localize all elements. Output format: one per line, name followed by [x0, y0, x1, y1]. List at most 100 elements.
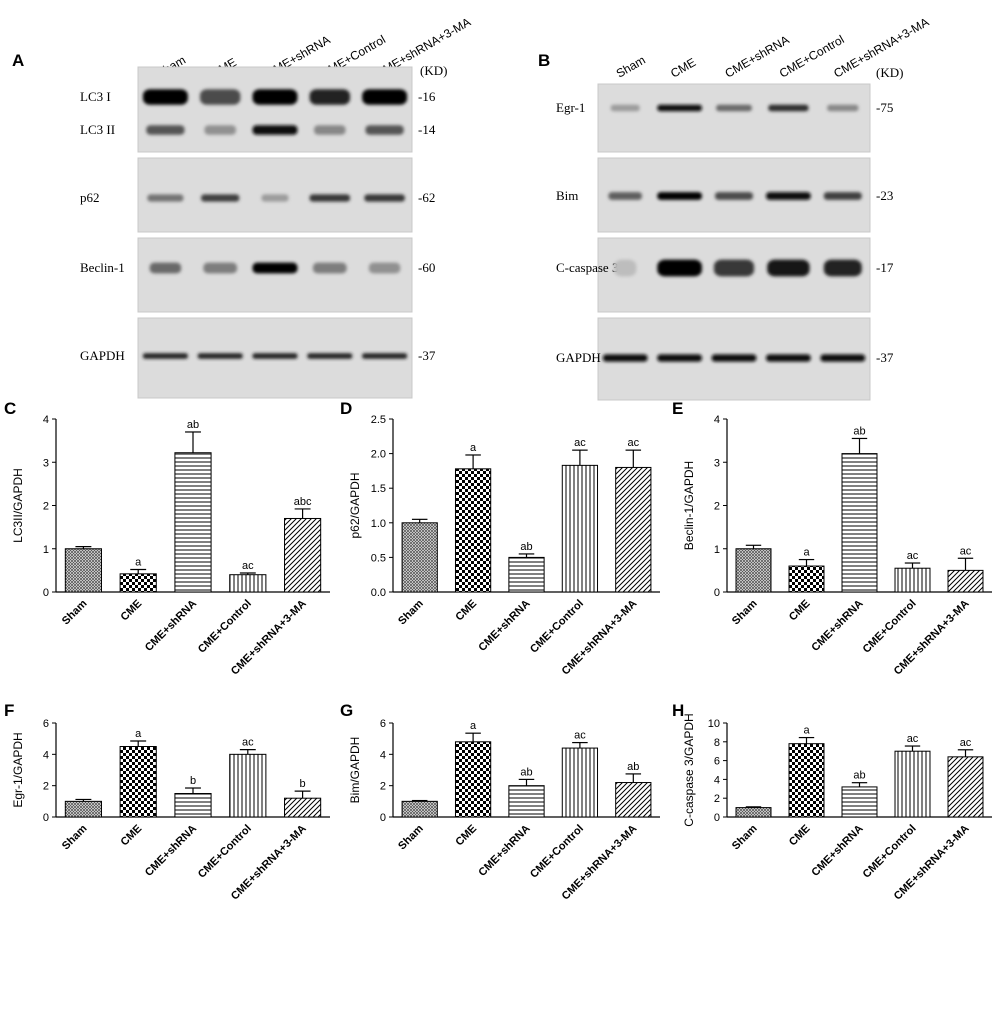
band: [823, 259, 862, 277]
band: [314, 125, 346, 135]
significance-label: a: [803, 547, 810, 559]
blot-box: p62 -62: [80, 157, 435, 233]
band: [146, 125, 185, 135]
y-axis-label: p62/GAPDH: [348, 472, 362, 538]
y-tick-label: 3: [43, 457, 49, 469]
bar: [401, 800, 438, 818]
y-tick-label: 1.0: [371, 518, 386, 530]
bar: [508, 785, 545, 818]
x-tick-label: Sham: [60, 597, 90, 627]
y-tick-label: 2: [714, 501, 720, 513]
bar: [735, 807, 772, 818]
bar: [947, 569, 984, 593]
band: [608, 192, 642, 200]
x-tick-label: Sham: [60, 822, 90, 852]
kd-label: -23: [876, 188, 893, 203]
bar: [174, 793, 212, 818]
bar: [894, 567, 931, 593]
kd-label: -14: [418, 122, 436, 137]
band: [252, 353, 298, 359]
band: [715, 192, 753, 200]
significance-label: a: [470, 720, 477, 732]
significance-label: ab: [853, 425, 865, 437]
bar: [735, 548, 772, 593]
x-tick-label: Sham: [730, 597, 760, 627]
band: [201, 194, 240, 202]
chart-c: C 0 1 2 3 4 LC3II/GAPDH Sham a CME ab CME+shRNA ac CM…: [4, 399, 330, 677]
band: [602, 354, 648, 362]
significance-label: ab: [187, 419, 199, 431]
kd-label: -16: [418, 89, 436, 104]
membrane: [597, 83, 871, 153]
y-tick-label: 4: [714, 774, 720, 786]
significance-label: ac: [907, 550, 919, 562]
bar: [119, 573, 157, 593]
kd-label: -17: [876, 260, 894, 275]
y-tick-label: 2: [714, 793, 720, 805]
protein-label: LC3 I: [80, 89, 111, 104]
significance-label: ab: [853, 770, 865, 782]
bar: [615, 782, 652, 818]
panel-label: E: [672, 399, 683, 418]
significance-label: ac: [627, 437, 639, 449]
x-tick-label: CME+shRNA: [809, 598, 865, 654]
kd-label: -75: [876, 100, 893, 115]
band: [204, 125, 236, 135]
panel-label: D: [340, 399, 352, 418]
blot-panel-b: B Sham CME CME+shRNACME+ControlCME+shRNA+3-…: [538, 15, 931, 401]
significance-label: a: [470, 442, 477, 454]
y-tick-label: 4: [714, 414, 720, 426]
band: [309, 89, 351, 105]
significance-label: ac: [960, 737, 972, 749]
band: [768, 104, 809, 112]
y-tick-label: 0: [43, 812, 49, 824]
y-tick-label: 4: [43, 414, 49, 426]
band: [823, 192, 862, 200]
significance-label: a: [135, 557, 142, 569]
membrane: [137, 237, 413, 313]
significance-label: ac: [242, 737, 254, 749]
significance-label: b: [300, 778, 306, 790]
kd-header: (KD): [876, 65, 903, 80]
x-tick-label: CME: [119, 823, 145, 849]
kd-header: (KD): [420, 63, 447, 78]
y-tick-label: 8: [714, 737, 720, 749]
chart-e: E 0 1 2 3 4 Beclin-1/GAPDH Sham a CME ab CME+shRNA a…: [672, 399, 992, 677]
bar: [561, 747, 599, 818]
bar: [284, 517, 322, 593]
kd-label: -37: [876, 350, 894, 365]
band: [713, 259, 755, 277]
x-tick-label: CME+Control: [196, 598, 254, 656]
blot-panel-a: AShamCMECME+shRNACME+ControlCME+shRNA+3-…: [12, 15, 473, 399]
bar: [64, 800, 102, 818]
bar: [788, 565, 825, 593]
band: [309, 194, 351, 202]
lane-label: Sham: [614, 53, 648, 81]
y-tick-label: 0: [43, 587, 49, 599]
significance-label: ac: [960, 545, 972, 557]
band: [203, 262, 238, 274]
x-tick-label: CME: [119, 598, 145, 624]
band: [365, 125, 404, 135]
band: [252, 125, 298, 135]
band: [767, 259, 810, 277]
membrane: [137, 66, 413, 153]
y-axis-label: C-caspase 3/GAPDH: [682, 713, 696, 826]
bar: [229, 753, 267, 818]
band: [368, 262, 401, 274]
band: [142, 89, 188, 105]
y-tick-label: 10: [708, 718, 720, 730]
y-tick-label: 0: [380, 812, 386, 824]
y-axis-label: LC3II/GAPDH: [11, 468, 25, 543]
kd-label: -60: [418, 260, 435, 275]
blot-box: C-caspase 3 -17: [556, 237, 894, 313]
x-tick-label: CME+Control: [861, 823, 919, 881]
band: [252, 262, 298, 274]
y-tick-label: 1.5: [371, 483, 386, 495]
kd-label: -62: [418, 190, 435, 205]
bar: [508, 556, 545, 593]
band: [199, 89, 241, 105]
significance-label: a: [803, 725, 810, 737]
band: [362, 89, 408, 105]
x-tick-label: CME: [453, 598, 479, 624]
